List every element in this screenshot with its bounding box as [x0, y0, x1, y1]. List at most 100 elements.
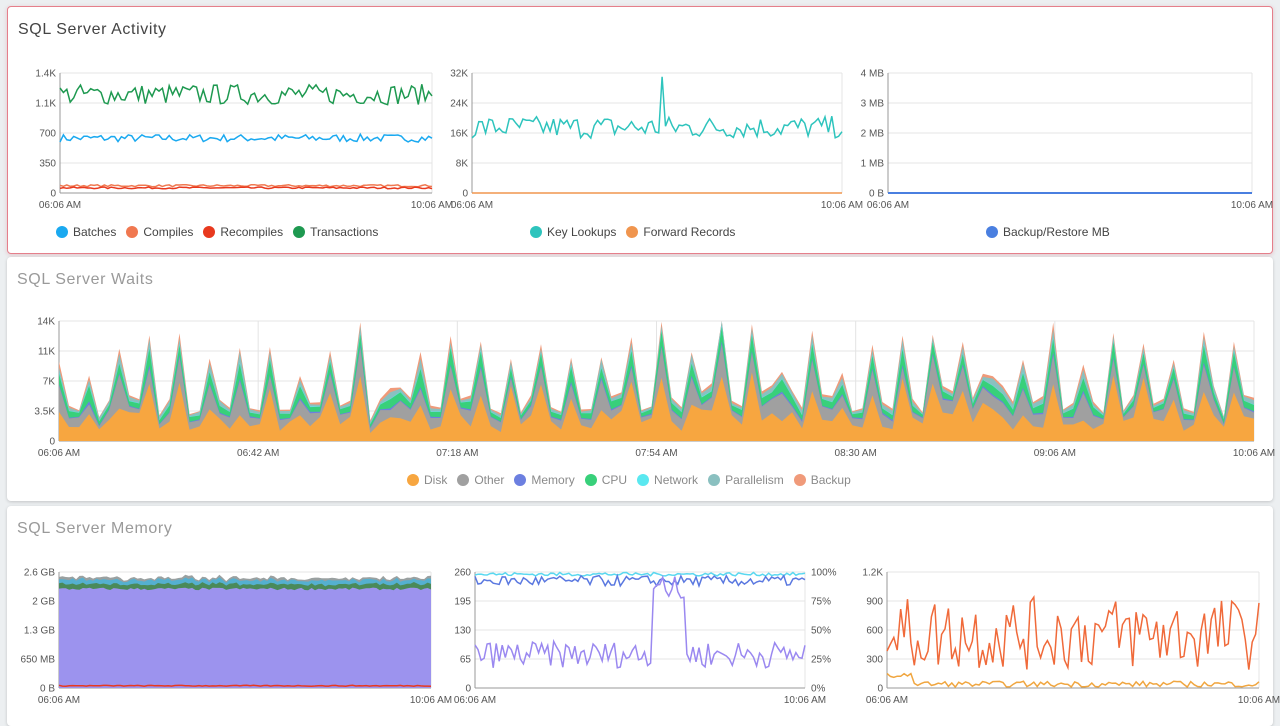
legend-item[interactable]: Compiles	[126, 225, 193, 239]
x-tick-label: 06:06 AM	[867, 200, 909, 211]
x-tick-label: 06:06 AM	[38, 448, 80, 459]
x-tick-label: 10:06 AM	[821, 200, 863, 211]
y-tick-label: 0	[50, 189, 56, 200]
pages-line-low	[474, 574, 806, 669]
activity-batches-chart[interactable]: 0 350 700 1.1K 1.4K 06:06 AM 10:06 AM	[18, 65, 453, 215]
pages-line-top	[474, 571, 806, 577]
activity-panel-title: SQL Server Activity	[18, 21, 167, 38]
x-tick-label: 06:06 AM	[39, 200, 81, 211]
legend-item[interactable]: Forward Records	[626, 225, 735, 239]
y-tick-label: 1.1K	[35, 99, 56, 110]
y-tick-label: 2 GB	[32, 597, 55, 608]
y-tick-label: 2.6 GB	[24, 568, 55, 579]
y2-tick-label: 25%	[811, 655, 831, 666]
y-tick-label: 195	[454, 597, 471, 608]
series-line-recompiles	[59, 186, 433, 190]
y-tick-label: 0	[465, 684, 471, 695]
legend-dot-icon	[203, 226, 216, 238]
y-tick-label: 900	[866, 597, 883, 608]
legend-dot-icon	[457, 474, 470, 486]
y-tick-label: 24K	[450, 99, 468, 110]
legend-dot-icon	[407, 474, 419, 486]
y-tick-label: 11K	[38, 347, 55, 358]
legend-dot-icon	[584, 474, 597, 486]
y-tick-label: 1.2K	[862, 568, 883, 579]
legend-item[interactable]: Memory	[514, 473, 575, 487]
y-tick-label: 16K	[450, 129, 468, 140]
y-tick-label: 650 MB	[21, 655, 56, 666]
legend-item[interactable]: Parallelism	[708, 473, 784, 487]
x-tick-label: 10:06 AM	[784, 695, 826, 706]
y-tick-label: 1 MB	[861, 159, 885, 170]
legend-label: Key Lookups	[547, 225, 617, 239]
x-tick-label: 10:06 AM	[411, 200, 453, 211]
y2-tick-label: 50%	[811, 626, 831, 637]
y-tick-label: 2 MB	[861, 129, 885, 140]
x-tick-label: 06:06 AM	[866, 695, 908, 706]
legend-label: Transactions	[310, 225, 379, 239]
legend-label: Backup/Restore MB	[1003, 225, 1110, 239]
legend-item[interactable]: Recompiles	[203, 225, 283, 239]
waits-chart[interactable]: 0 3.5K 7K 11K 14K 06:06 AM 06:42 AM 07:18 AM 07:…	[17, 313, 1275, 461]
legend-dot-icon	[514, 474, 527, 486]
legend-item[interactable]: Disk	[407, 473, 447, 487]
memory-line-red	[58, 684, 432, 687]
y-tick-label: 65	[460, 655, 472, 666]
x-tick-label: 09:06 AM	[1034, 448, 1076, 459]
legend-item[interactable]: Backup/Restore MB	[986, 225, 1110, 239]
memory-pages-chart[interactable]: 0 0% 65 25% 130 50% 195 75% 260 100% 06:06 AM 10:06…	[447, 564, 847, 710]
legend-label: Network	[654, 473, 699, 487]
memory-area-3	[59, 587, 431, 688]
legend-item[interactable]: Backup	[793, 473, 851, 487]
legend-item[interactable]: Batches	[56, 225, 116, 239]
x-tick-label: 08:30 AM	[835, 448, 877, 459]
x-tick-label: 06:06 AM	[451, 200, 493, 211]
series-line-compiles	[59, 183, 433, 188]
x-tick-label: 10:06 AM	[410, 695, 452, 706]
legend-label: Other	[474, 473, 505, 487]
series-line-key-lookups	[471, 76, 843, 140]
legend-item[interactable]: CPU	[584, 473, 628, 487]
legend-label: Compiles	[143, 225, 194, 239]
legend-label: CPU	[601, 473, 628, 487]
memory-grants-chart[interactable]: 0 300 600 900 1.2K 06:06 AM 10:06 AM	[857, 564, 1280, 710]
legend-label: Parallelism	[725, 473, 784, 487]
series-line-batches	[59, 132, 433, 143]
waits-legend: Disk Other Memory CPU Network Parallelism Back…	[407, 473, 851, 487]
activity-backup-legend: Backup/Restore MB	[986, 225, 1110, 239]
activity-backup-chart[interactable]: 0 B 1 MB 2 MB 3 MB 4 MB 06:06 AM 10:06 AM	[858, 65, 1273, 215]
y-tick-label: 4 MB	[861, 69, 885, 80]
y-tick-label: 350	[39, 159, 56, 170]
legend-dot-icon	[530, 226, 542, 238]
y-tick-label: 0	[49, 437, 55, 448]
y-tick-label: 3 MB	[861, 99, 885, 110]
y2-tick-label: 100%	[811, 568, 837, 579]
y-tick-label: 600	[866, 626, 883, 637]
legend-item[interactable]: Network	[637, 473, 698, 487]
memory-panel: SQL Server Memory 0 B 650 MB 1.3 GB 2 GB 2.6…	[7, 506, 1280, 726]
y-tick-label: 260	[454, 568, 471, 579]
legend-label: Forward Records	[643, 225, 736, 239]
x-tick-label: 10:06 AM	[1238, 695, 1280, 706]
legend-dot-icon	[126, 226, 139, 238]
x-tick-label: 10:06 AM	[1233, 448, 1275, 459]
grants-line-high	[886, 594, 1260, 671]
legend-item[interactable]: Transactions	[293, 225, 378, 239]
legend-label: Recompiles	[220, 225, 284, 239]
activity-lookups-legend: Key Lookups Forward Records	[530, 225, 735, 239]
legend-item[interactable]: Other	[457, 473, 504, 487]
legend-label: Batches	[73, 225, 117, 239]
legend-item[interactable]: Key Lookups	[530, 225, 616, 239]
legend-dot-icon	[986, 226, 998, 238]
y-tick-label: 0	[462, 189, 468, 200]
x-tick-label: 06:42 AM	[237, 448, 279, 459]
legend-dot-icon	[626, 226, 639, 238]
memory-size-chart[interactable]: 0 B 650 MB 1.3 GB 2 GB 2.6 GB 06:06 AM 10:06 A…	[17, 564, 453, 710]
activity-lookups-chart[interactable]: 0 8K 16K 24K 32K 06:06 AM 10:06 AM	[448, 65, 863, 215]
legend-dot-icon	[293, 226, 306, 238]
waits-panel-title: SQL Server Waits	[17, 271, 154, 288]
y-tick-label: 0	[877, 684, 883, 695]
x-tick-label: 10:06 AM	[1231, 200, 1273, 211]
y-tick-label: 32K	[450, 69, 468, 80]
x-tick-label: 07:18 AM	[436, 448, 478, 459]
